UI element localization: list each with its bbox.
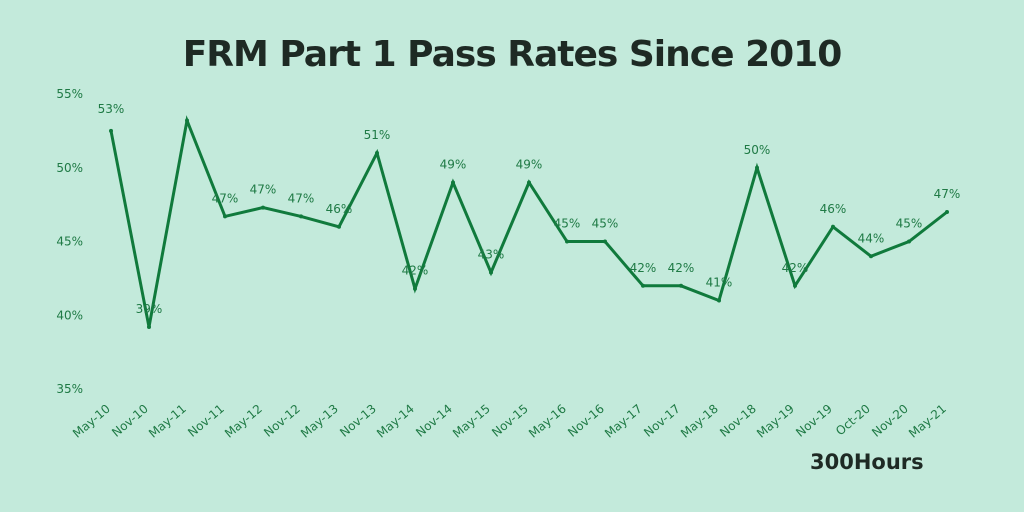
x-tick-label: May-19: [754, 402, 797, 441]
data-point: [793, 283, 797, 288]
data-label: 47%: [288, 191, 315, 205]
data-point: [261, 205, 265, 210]
data-label: 45%: [554, 217, 581, 231]
y-tick-label: 45%: [56, 235, 83, 249]
x-tick-label: Nov-18: [717, 402, 759, 440]
data-point: [299, 214, 303, 219]
x-axis: May-10Nov-10May-11Nov-11May-12Nov-12May-…: [70, 402, 949, 441]
data-label: 51%: [364, 128, 391, 142]
data-label: 42%: [782, 261, 809, 275]
x-tick-label: May-12: [222, 402, 265, 441]
data-point: [451, 180, 455, 185]
data-point: [679, 283, 683, 288]
x-tick-label: May-15: [450, 402, 493, 441]
data-label: 46%: [326, 202, 353, 216]
data-point: [641, 283, 645, 288]
x-tick-label: Nov-14: [413, 402, 455, 440]
data-point: [869, 254, 873, 259]
data-label: 39%: [136, 302, 163, 316]
series-pass-rate: [109, 115, 949, 330]
x-tick-label: May-11: [146, 402, 189, 441]
data-label: 44%: [858, 231, 885, 245]
data-label: 49%: [516, 158, 543, 172]
x-tick-label: Nov-15: [489, 402, 531, 440]
data-point: [717, 298, 721, 303]
data-label: 47%: [934, 187, 961, 201]
x-tick-label: May-13: [298, 402, 341, 441]
data-label: 45%: [592, 217, 619, 231]
x-tick-label: May-21: [906, 402, 949, 441]
brand-logo-text: 300Hours: [810, 450, 924, 474]
data-point: [489, 270, 493, 275]
data-label: 53%: [98, 102, 125, 116]
data-label: 41%: [706, 276, 733, 290]
data-labels: 53% 39% 47% 47% 47% 46% 51% 42% 49% 43% 49% 45% 45% 4…: [98, 102, 961, 316]
data-point: [375, 151, 379, 155]
data-point: [907, 239, 911, 244]
data-point: [413, 286, 417, 291]
x-tick-label: Nov-19: [793, 402, 835, 440]
data-label: 47%: [212, 191, 239, 205]
x-tick-label: Nov-10: [109, 402, 151, 440]
x-tick-label: May-14: [374, 402, 417, 441]
data-label: 45%: [896, 217, 923, 231]
data-label: 46%: [820, 202, 847, 216]
x-tick-label: Nov-11: [185, 402, 227, 440]
x-tick-label: May-10: [70, 402, 113, 441]
data-point: [185, 118, 189, 123]
chart-title: FRM Part 1 Pass Rates Since 2010: [182, 34, 843, 75]
x-tick-label: May-17: [602, 402, 645, 441]
data-point: [831, 224, 835, 229]
data-point: [945, 210, 949, 214]
data-point: [109, 128, 113, 133]
x-tick-label: Nov-12: [261, 402, 303, 440]
data-label: 50%: [744, 143, 771, 157]
data-label: 49%: [440, 158, 467, 172]
data-point: [565, 239, 569, 244]
y-tick-label: 55%: [56, 87, 83, 101]
x-tick-label: Nov-17: [641, 402, 683, 440]
data-point: [223, 214, 227, 219]
data-label: 42%: [402, 264, 429, 278]
y-axis: 35% 40% 45% 50% 55%: [56, 87, 83, 396]
y-tick-label: 50%: [56, 161, 83, 175]
x-tick-label: May-16: [526, 402, 569, 441]
data-label: 47%: [250, 183, 277, 197]
x-tick-label: May-18: [678, 402, 721, 441]
data-label: 42%: [668, 261, 695, 275]
x-tick-label: Nov-20: [869, 402, 911, 440]
x-tick-label: Nov-13: [337, 402, 379, 440]
data-label: 42%: [630, 261, 657, 275]
data-label: 43%: [478, 247, 505, 261]
x-tick-label: Oct-20: [833, 402, 873, 439]
data-point: [527, 180, 531, 185]
series-line: [109, 115, 948, 328]
x-tick-label: Nov-16: [565, 402, 607, 440]
data-point: [337, 224, 341, 229]
y-tick-label: 40%: [56, 308, 83, 322]
y-tick-label: 35%: [56, 382, 83, 396]
data-point: [147, 325, 151, 330]
data-point: [603, 239, 607, 244]
data-point: [755, 165, 759, 170]
